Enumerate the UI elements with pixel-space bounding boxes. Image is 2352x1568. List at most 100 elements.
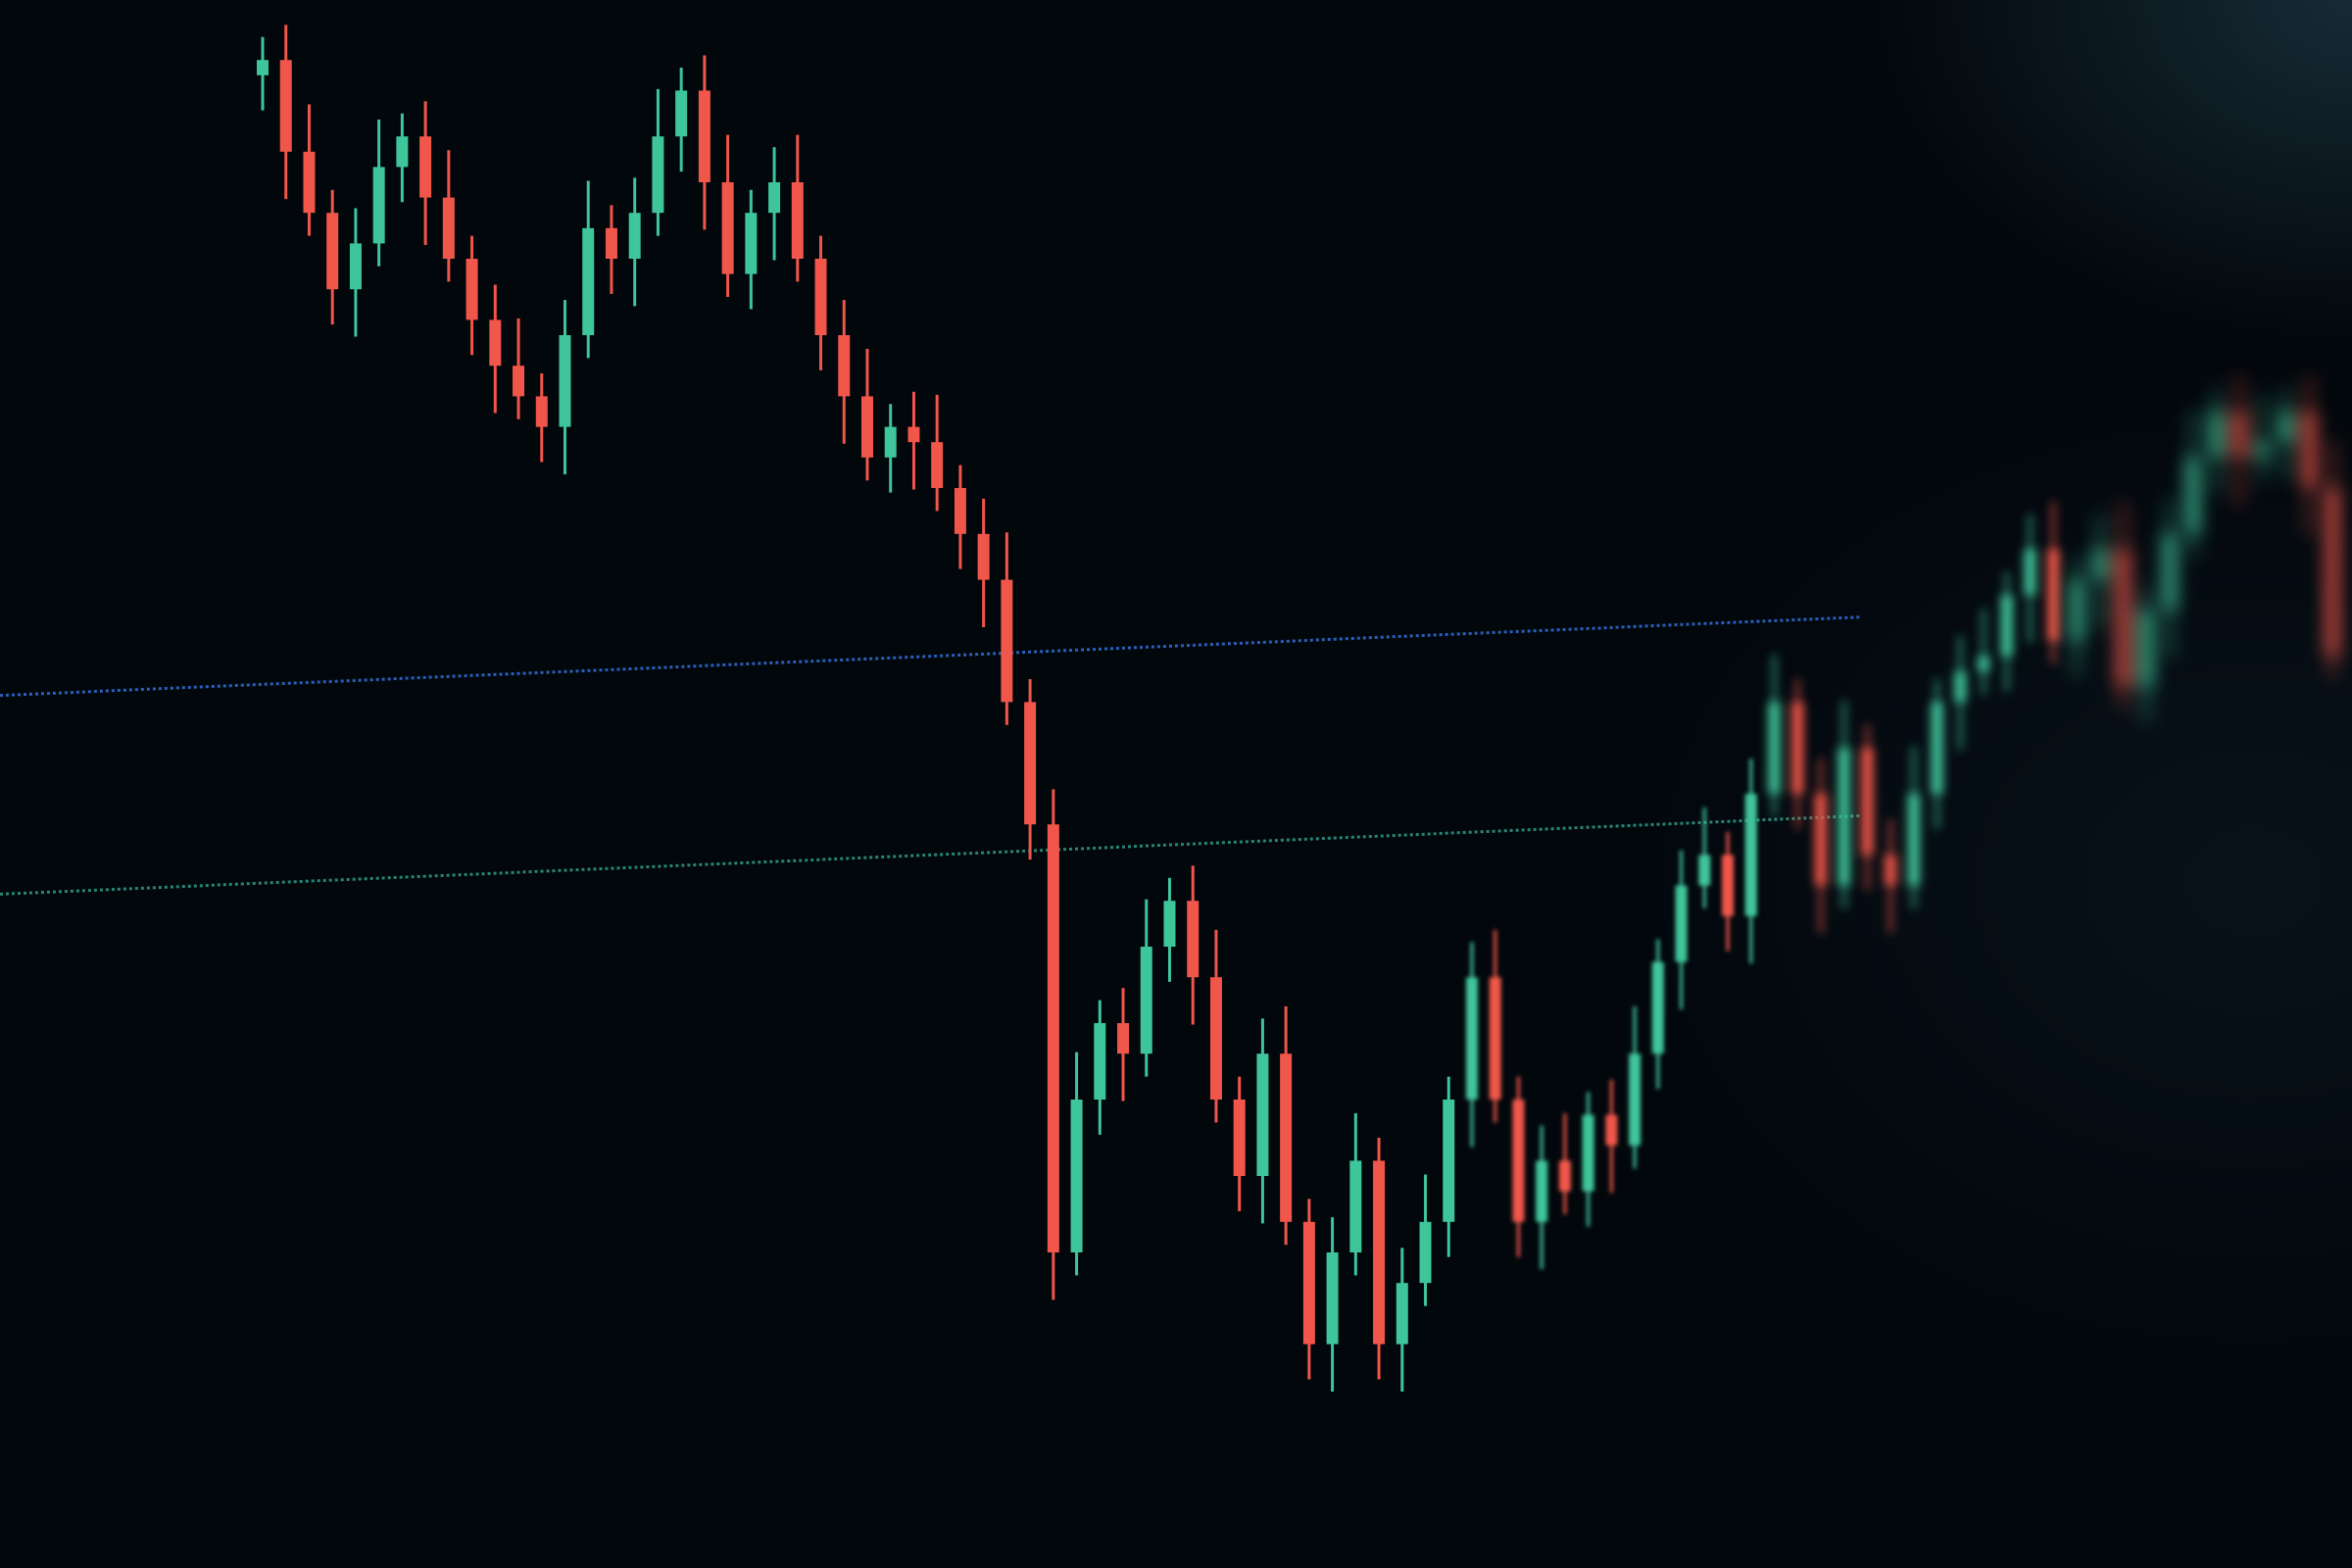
candle xyxy=(1536,1125,1548,1270)
reference-line-2 xyxy=(0,813,1863,896)
candle xyxy=(1163,877,1176,982)
candle xyxy=(1651,939,1664,1090)
candle-body xyxy=(1931,702,1943,794)
candle xyxy=(326,189,339,325)
candle-body xyxy=(1582,1114,1594,1192)
candle-body xyxy=(1024,702,1037,825)
candle-body xyxy=(1838,748,1850,886)
candle-body xyxy=(1001,579,1013,703)
candle xyxy=(838,300,851,444)
candle-body xyxy=(396,136,409,168)
candle-body xyxy=(2163,533,2176,611)
candle xyxy=(2070,557,2082,676)
candle xyxy=(1326,1217,1339,1392)
candle-body xyxy=(838,335,851,397)
candle xyxy=(2210,388,2223,493)
candle-body xyxy=(605,227,617,259)
candle xyxy=(442,150,455,282)
candle-body xyxy=(1629,1054,1642,1146)
candle-body xyxy=(675,90,688,137)
candle xyxy=(1885,819,1897,933)
candle-body xyxy=(1791,702,1804,794)
candle xyxy=(1349,1113,1362,1276)
candle-body xyxy=(257,60,269,75)
candle xyxy=(257,36,269,111)
candle-body xyxy=(582,227,595,335)
candle-body xyxy=(1396,1283,1408,1345)
candle xyxy=(1838,700,1850,908)
candle-body xyxy=(1117,1023,1130,1054)
candle xyxy=(2024,514,2036,643)
candle xyxy=(907,391,920,490)
candle xyxy=(2047,502,2060,664)
candle xyxy=(1489,929,1501,1123)
candle xyxy=(1280,1005,1293,1246)
candle xyxy=(1605,1079,1618,1194)
candle-body xyxy=(1814,794,1827,886)
candle xyxy=(1931,679,1943,829)
candle xyxy=(814,235,827,370)
candle xyxy=(1001,532,1013,725)
candle xyxy=(1396,1248,1408,1392)
candle xyxy=(349,208,362,337)
candle xyxy=(1233,1076,1246,1211)
candle-body xyxy=(279,60,292,152)
candle-body xyxy=(1443,1100,1455,1222)
candle-body xyxy=(513,366,525,397)
candle xyxy=(1373,1138,1386,1380)
candle-body xyxy=(489,319,502,367)
candle-body xyxy=(1280,1054,1293,1222)
candle-body xyxy=(1698,855,1711,886)
candle xyxy=(1954,636,1967,750)
candles-soft xyxy=(1465,759,1757,1270)
candle xyxy=(513,318,525,419)
candle xyxy=(1070,1052,1083,1276)
candle xyxy=(2093,514,2106,627)
candle-body xyxy=(1536,1160,1548,1222)
candle xyxy=(1187,865,1200,1025)
candle xyxy=(1302,1199,1315,1380)
candle xyxy=(1675,850,1688,1009)
candle-body xyxy=(1419,1221,1432,1284)
candle xyxy=(2303,376,2316,536)
candle-body xyxy=(1512,1100,1525,1222)
candle xyxy=(2256,394,2269,481)
candles-blurred xyxy=(1768,502,2060,933)
candle-body xyxy=(791,182,804,259)
candle-body xyxy=(698,90,710,182)
candle xyxy=(1209,929,1222,1123)
candle-body xyxy=(652,136,664,214)
candle-body xyxy=(1094,1023,1106,1100)
candle-body xyxy=(1209,977,1222,1100)
candle-body xyxy=(2047,549,2060,641)
candle-body xyxy=(1489,977,1501,1100)
candle xyxy=(791,134,804,282)
candle-body xyxy=(1326,1252,1339,1345)
candle xyxy=(745,189,758,310)
candle-body xyxy=(2140,610,2153,687)
candle-body xyxy=(1349,1160,1362,1252)
candle xyxy=(884,404,897,493)
candle-body xyxy=(326,213,339,290)
candle-body xyxy=(2186,457,2199,534)
candle-body xyxy=(1675,885,1688,962)
candle-body xyxy=(1302,1221,1315,1345)
candle xyxy=(860,349,873,481)
candles-very-blurred xyxy=(2070,376,2338,722)
candle-body xyxy=(1954,671,1967,703)
candle-body xyxy=(2000,595,2013,657)
candle xyxy=(1791,679,1804,829)
candle-body xyxy=(814,259,827,335)
candle xyxy=(2279,388,2292,478)
candle xyxy=(2117,502,2130,710)
candle-body xyxy=(535,396,548,427)
candle-body xyxy=(1140,947,1152,1054)
candle xyxy=(1512,1076,1525,1257)
candle xyxy=(652,88,664,236)
candle-body xyxy=(860,396,873,458)
candle-body xyxy=(1978,656,1990,672)
candle-body xyxy=(1256,1054,1269,1176)
candle xyxy=(1140,899,1152,1077)
candle-body xyxy=(884,426,897,458)
candle-body xyxy=(2210,412,2223,458)
